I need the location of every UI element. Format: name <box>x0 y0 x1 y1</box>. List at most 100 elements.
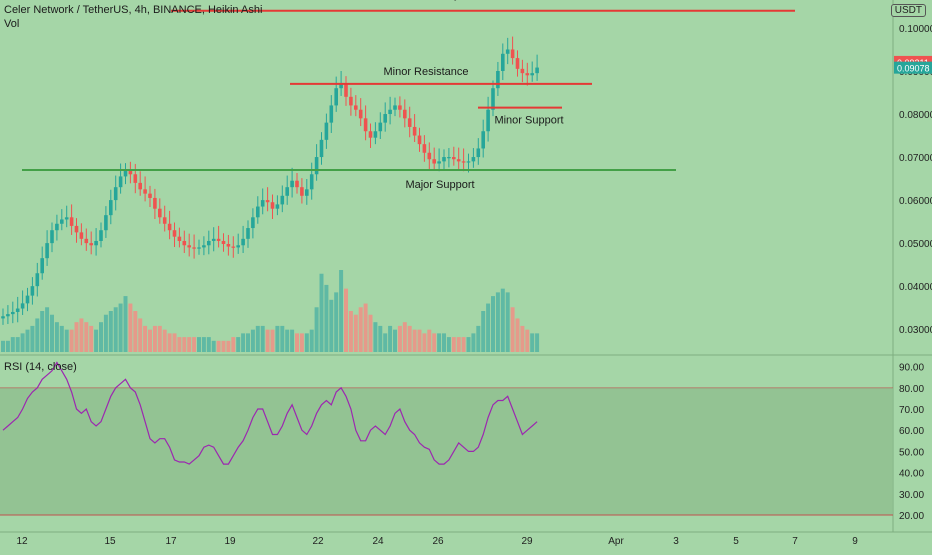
time-tick-label: 24 <box>372 536 384 547</box>
price-tick-label: 0.10000 <box>899 24 932 35</box>
candle-body <box>349 96 353 106</box>
volume-bar <box>339 270 344 352</box>
candle-body <box>74 225 79 233</box>
volume-bar <box>461 337 466 352</box>
volume-bar <box>275 325 280 352</box>
volume-bar <box>329 299 334 352</box>
volume-bar <box>412 329 417 352</box>
candle-body <box>324 122 329 140</box>
candle-body <box>11 311 15 315</box>
volume-bar <box>221 340 226 352</box>
candle-body <box>60 219 64 224</box>
candle-body <box>368 131 373 138</box>
volume-bar <box>236 337 241 352</box>
candle-body <box>40 258 44 274</box>
candle-body <box>427 152 432 160</box>
candle-body <box>363 118 368 132</box>
volume-bar <box>30 325 35 352</box>
volume-bar <box>378 325 383 352</box>
rsi-tick-label: 90.00 <box>899 363 924 374</box>
candle-body <box>496 71 500 89</box>
candle-body <box>491 88 495 110</box>
candle-body <box>153 197 157 209</box>
volume-bar <box>94 329 99 352</box>
price-tick-label: 0.07000 <box>899 153 932 164</box>
volume-bar <box>201 337 206 352</box>
candle-body <box>89 243 93 246</box>
candle-body <box>118 176 123 188</box>
candle-body <box>280 195 285 205</box>
candle-body <box>520 68 525 74</box>
candle-body <box>393 105 397 110</box>
volume-bar <box>187 337 192 352</box>
volume-bar <box>79 318 84 352</box>
rsi-band <box>0 387 893 516</box>
volume-bar <box>211 340 216 352</box>
volume-bar <box>123 296 128 352</box>
currency-selector[interactable]: USDT <box>890 4 926 17</box>
volume-bar <box>216 340 221 352</box>
volume-bar <box>64 329 69 352</box>
candle-body <box>481 131 485 149</box>
candle-body <box>138 182 142 190</box>
candle-body <box>329 105 334 123</box>
volume-bar <box>442 333 446 352</box>
volume-bar <box>422 333 427 352</box>
volume-bar <box>471 333 476 352</box>
candle-body <box>148 193 152 198</box>
candle-body <box>452 157 456 160</box>
candle-body <box>437 161 441 164</box>
candle-body <box>128 170 133 175</box>
rsi-label: RSI (14, close) <box>4 361 77 373</box>
candle-body <box>84 238 89 244</box>
candle-body <box>300 187 304 196</box>
volume-bar <box>250 329 255 352</box>
volume-bar <box>432 333 437 352</box>
candle-body <box>378 122 383 132</box>
candle-body <box>231 246 236 248</box>
volume-bar <box>118 303 123 352</box>
volume-bar <box>231 337 236 352</box>
volume-bar <box>35 318 40 352</box>
volume-bar <box>182 337 187 352</box>
volume-bar <box>285 329 290 352</box>
minor-support-label: Minor Support <box>494 115 563 127</box>
candle-body <box>20 303 25 309</box>
candle-body <box>383 114 387 123</box>
time-tick-label: 12 <box>16 536 28 547</box>
volume-bar <box>59 325 64 352</box>
candle-body <box>505 49 510 54</box>
candle-body <box>256 206 260 218</box>
candle-body <box>407 118 412 127</box>
candle-body <box>50 230 54 244</box>
candle-body <box>461 161 466 163</box>
volume-bar <box>108 311 113 352</box>
volume-bar <box>535 333 540 352</box>
volume-bar <box>15 337 20 352</box>
volume-bar <box>388 325 393 352</box>
volume-bar <box>265 329 270 352</box>
candle-body <box>69 217 74 226</box>
volume-bar <box>368 314 373 352</box>
volume-bar <box>476 325 481 352</box>
time-tick-label: Apr <box>608 536 624 547</box>
volume-bar <box>427 329 432 352</box>
time-tick-label: 15 <box>104 536 116 547</box>
volume-bar <box>89 325 94 352</box>
candle-body <box>187 245 191 248</box>
price-tick-label: 0.05000 <box>899 239 932 250</box>
candle-body <box>285 187 289 196</box>
time-tick-label: 29 <box>521 536 533 547</box>
time-tick-label: 3 <box>673 536 679 547</box>
volume-bar <box>383 333 388 352</box>
candle-body <box>373 131 378 138</box>
volume-bar <box>152 325 157 352</box>
volume-bar <box>54 322 59 352</box>
volume-bar <box>1 340 5 352</box>
volume-bar <box>40 311 45 352</box>
volume-bar <box>167 333 172 352</box>
candle-body <box>471 157 476 162</box>
volume-bar <box>255 325 260 352</box>
